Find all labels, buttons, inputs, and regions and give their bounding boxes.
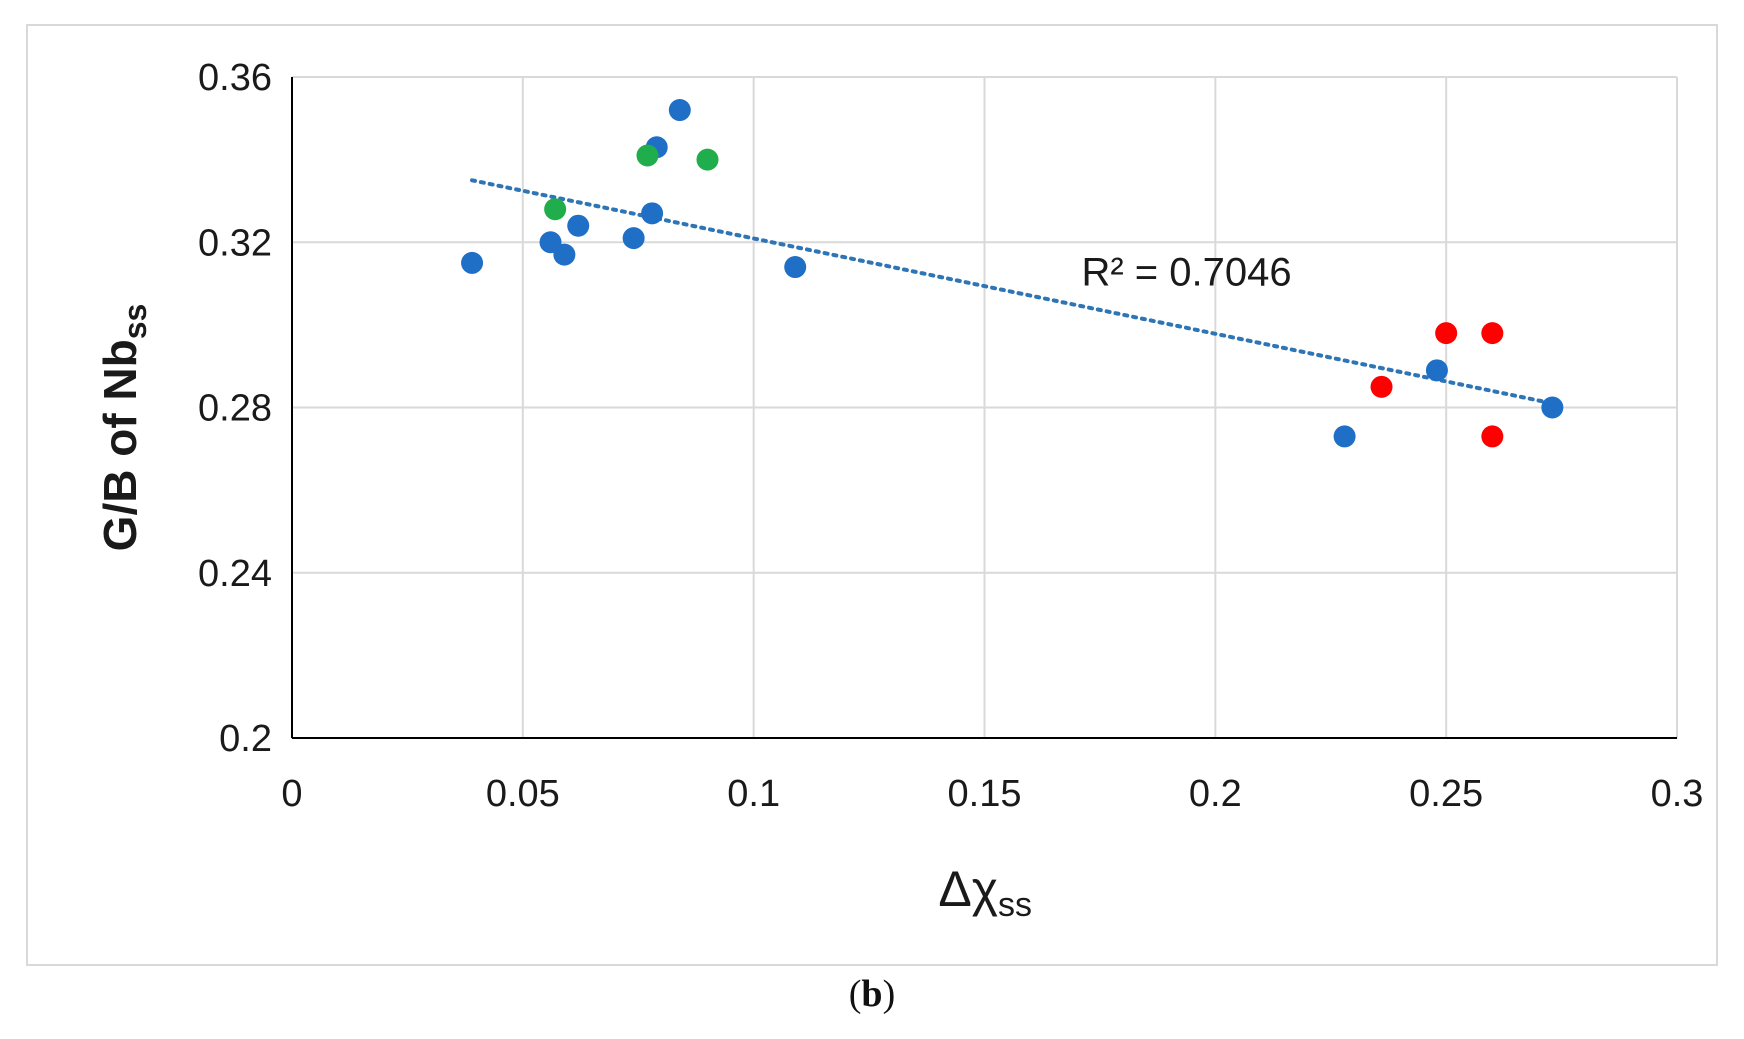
data-point-blue [1333, 425, 1356, 448]
data-point-blue [1425, 359, 1448, 382]
data-point-blue [553, 243, 576, 266]
data-point-green [544, 198, 567, 221]
axis-layer [291, 77, 1677, 739]
data-point-blue [1541, 396, 1564, 419]
data-point-blue [622, 227, 645, 250]
y-tick-label: 0.2 [219, 718, 272, 760]
x-tick-label: 0.3 [1651, 773, 1704, 815]
figure-caption: (b) [0, 972, 1744, 1016]
x-tick-label: 0.25 [1409, 773, 1483, 815]
data-point-red [1370, 375, 1393, 398]
x-tick-label: 0.15 [948, 773, 1022, 815]
trendline [470, 178, 1555, 406]
point-layer [461, 99, 1564, 448]
x-tick-label: 0.1 [727, 773, 780, 815]
y-tick-label: 0.24 [198, 553, 272, 595]
y-axis-title-main: G/B of Nb [94, 339, 146, 551]
data-point-blue [668, 99, 691, 122]
y-tick-label: 0.32 [198, 222, 272, 264]
caption-close: ) [882, 973, 896, 1015]
data-point-red [1481, 425, 1504, 448]
data-point-blue [567, 214, 590, 237]
data-point-red [1481, 322, 1504, 345]
x-tick-label: 0.05 [486, 773, 560, 815]
r-squared-annotation: R² = 0.7046 [1081, 251, 1291, 295]
chart-frame: 0 0.05 0.1 0.15 0.2 0.25 0.3 0.2 0.24 0.28 0.32 0.3… [26, 24, 1718, 966]
x-axis-title-sub: ss [998, 886, 1032, 924]
data-point-blue [461, 251, 484, 274]
y-tick-label: 0.36 [198, 57, 272, 99]
data-point-green [636, 144, 659, 167]
data-point-blue [641, 202, 664, 225]
caption-open: ( [848, 973, 862, 1015]
scatter-chart: 0 0.05 0.1 0.15 0.2 0.25 0.3 0.2 0.24 0.28 0.32 0.3… [94, 57, 1703, 924]
trend-layer [470, 178, 1555, 406]
y-tick-label: 0.28 [198, 388, 272, 430]
x-tick-label: 0.2 [1189, 773, 1242, 815]
grid-layer [292, 76, 1678, 738]
caption-label: b [861, 973, 883, 1015]
y-axis-title: G/B of Nbss [94, 304, 153, 552]
data-point-green [696, 148, 719, 171]
x-tick-label: 0 [281, 773, 302, 815]
x-axis-title-main: Δχ [938, 861, 998, 917]
label-layer: 0 0.05 0.1 0.15 0.2 0.25 0.3 0.2 0.24 0.28 0.32 0.3… [198, 57, 1703, 815]
x-axis-title: Δχss [938, 861, 1032, 924]
data-point-blue [784, 256, 807, 279]
data-point-red [1435, 322, 1458, 345]
y-axis-title-sub: ss [117, 304, 153, 340]
